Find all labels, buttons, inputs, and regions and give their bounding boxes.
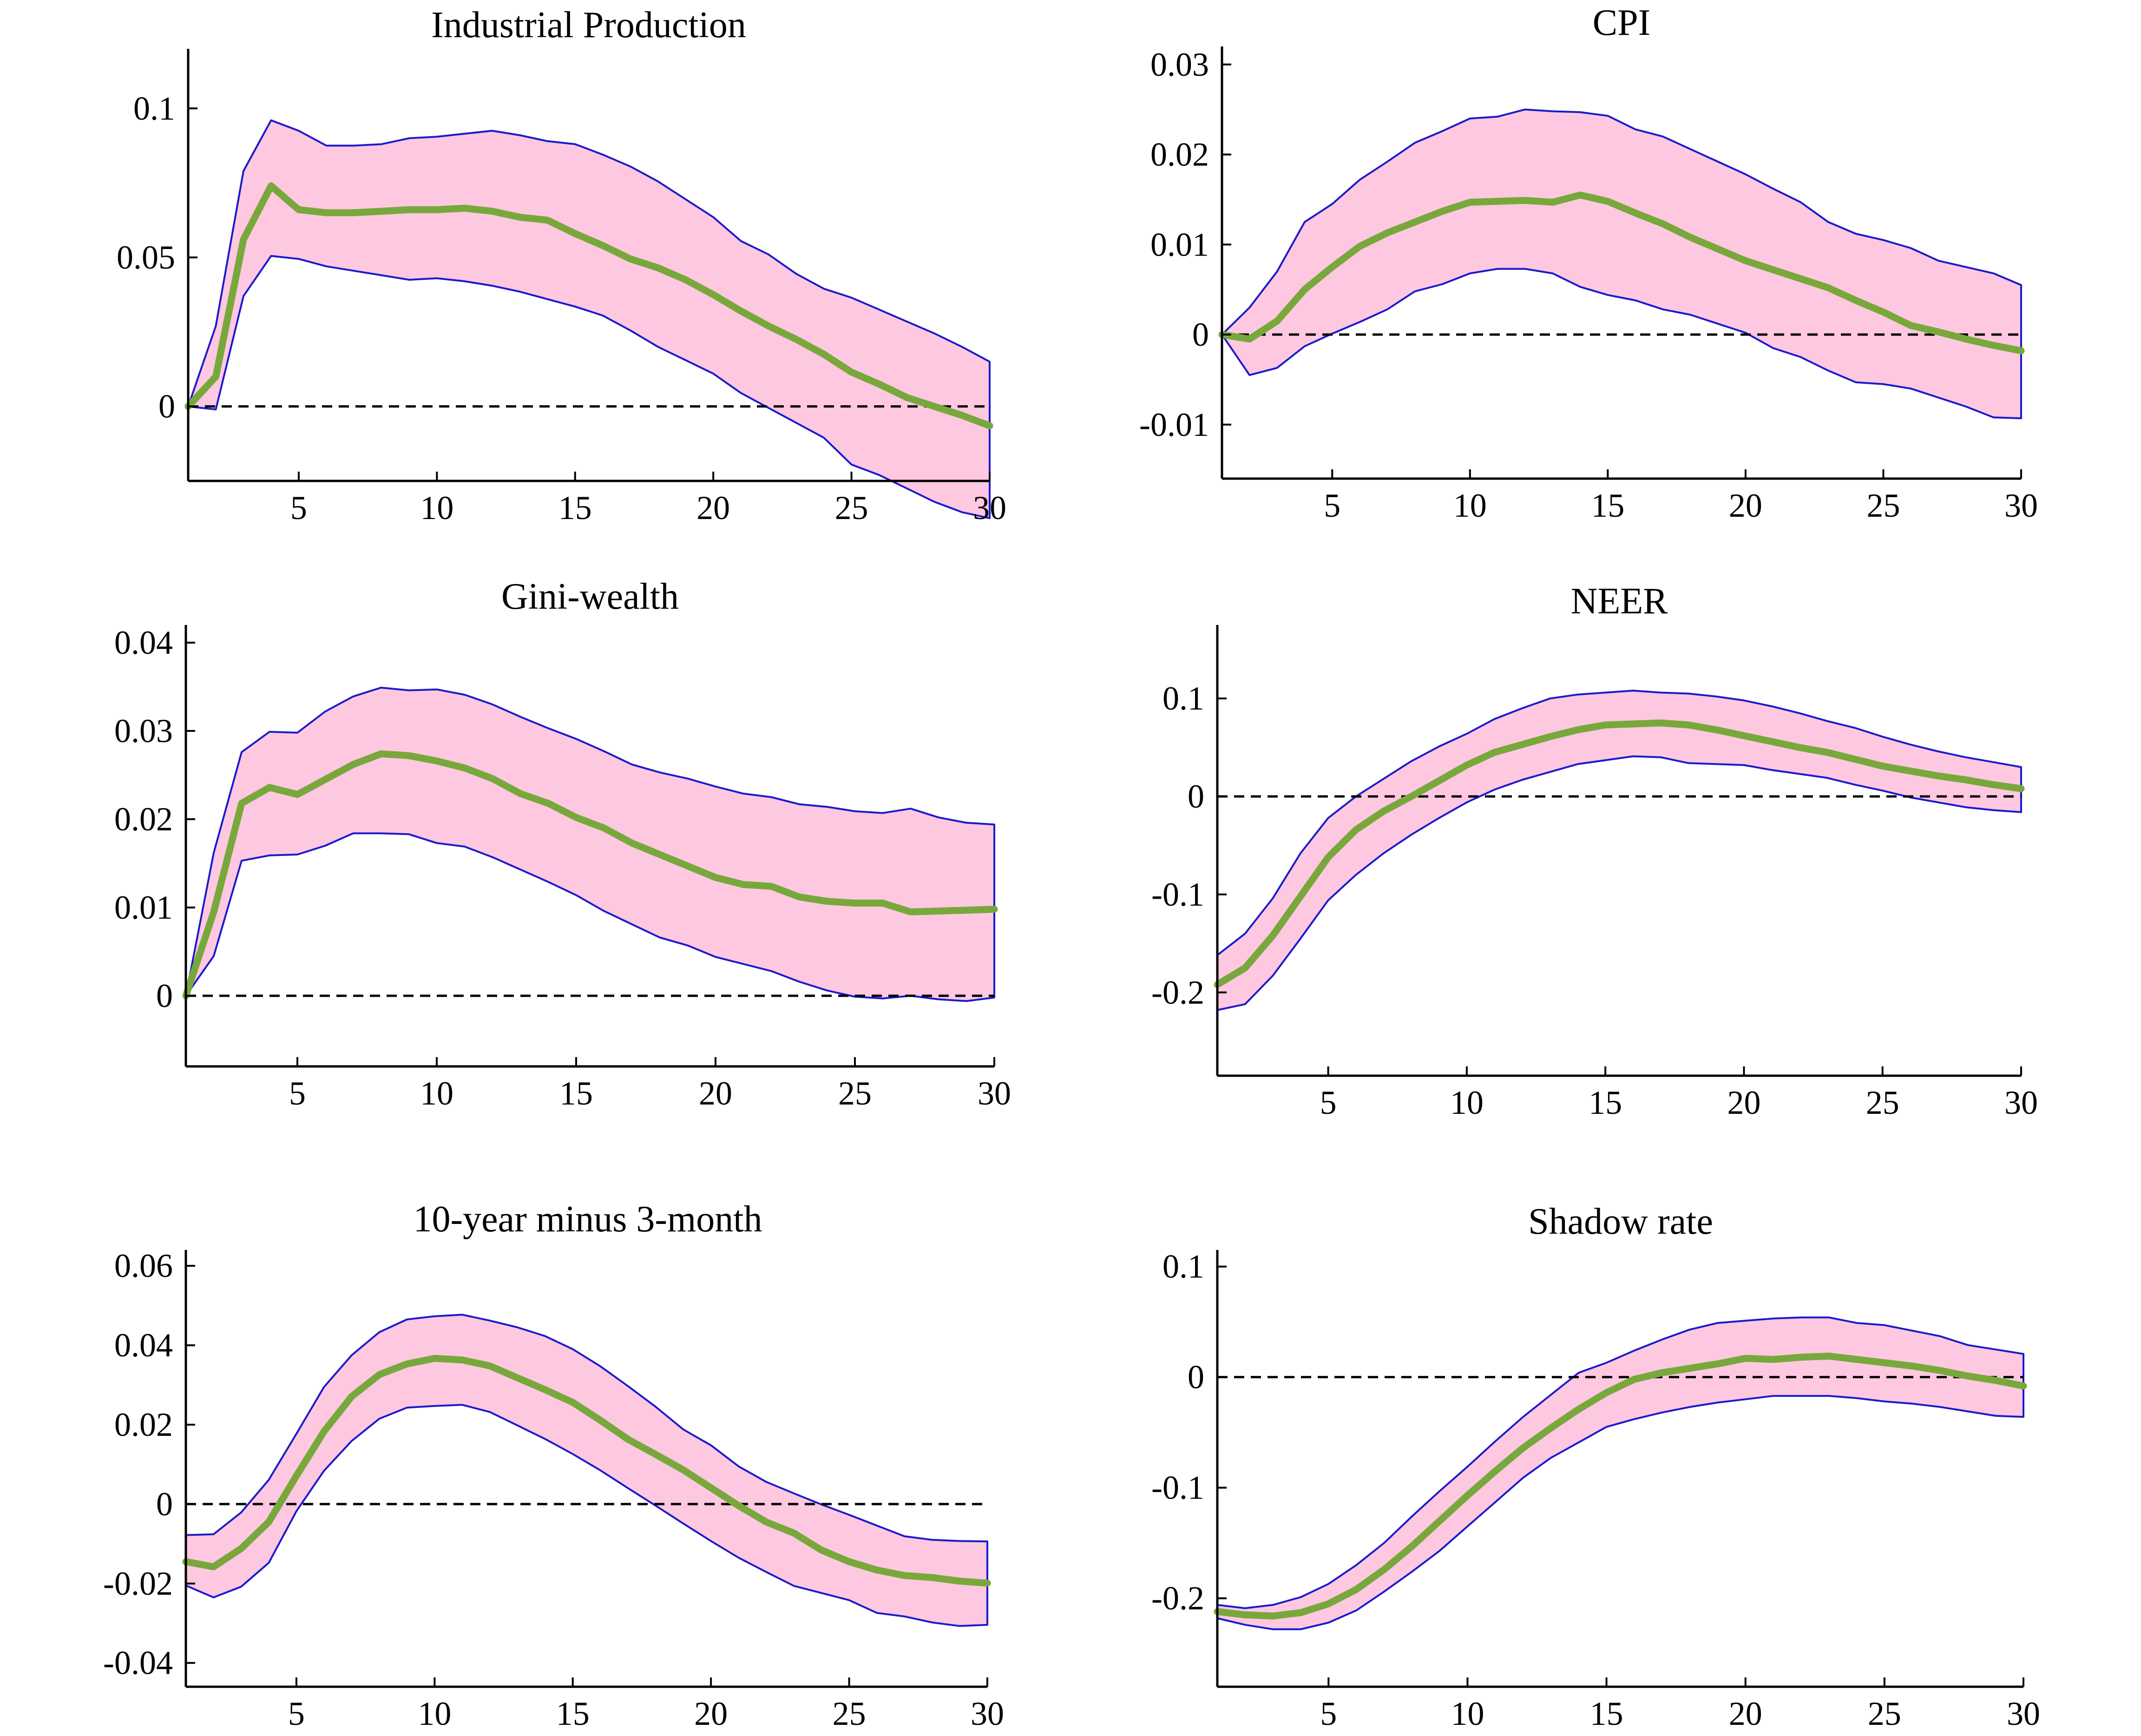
median-response-line: [1214, 719, 2025, 988]
x-tick-label: 25: [835, 489, 868, 526]
x-tick-label: 30: [2004, 1084, 2038, 1121]
panel-title: Gini-wealth: [501, 576, 679, 617]
confidence-band: [1216, 690, 2022, 1011]
panel-title: CPI: [1593, 2, 1651, 43]
median-response-line: [184, 182, 993, 429]
x-tick-label: 5: [289, 1075, 306, 1112]
confidence-band: [187, 119, 991, 519]
panel-industrial-production: Industrial Production 5 10 15 20 25 30 0 0.05 0.…: [117, 5, 1006, 526]
x-tick-label: 15: [1591, 487, 1624, 524]
x-tick-label: 20: [699, 1075, 732, 1112]
y-tick-label: 0.02: [114, 801, 173, 838]
panel-title: Shadow rate: [1528, 1201, 1713, 1242]
x-tick-label: 5: [290, 489, 307, 526]
x-tick-label: 30: [2007, 1695, 2040, 1732]
x-tick-label: 10: [418, 1695, 451, 1732]
x-tick-label: 25: [838, 1075, 872, 1112]
x-tick-label: 15: [559, 1075, 593, 1112]
x-tick-label: 5: [1320, 1695, 1337, 1732]
y-tick-label: -0.1: [1151, 1469, 1204, 1506]
median-response-line: [1218, 191, 2025, 355]
y-tick-label: -0.2: [1151, 974, 1204, 1011]
x-tick-label: 15: [558, 489, 592, 526]
x-tick-label: 30: [971, 1695, 1004, 1732]
x-tick-label: 25: [1866, 487, 1900, 524]
y-tick-label: 0.01: [1150, 226, 1209, 263]
y-tick-label: -0.1: [1151, 876, 1204, 913]
y-tick-label: -0.2: [1151, 1580, 1204, 1617]
panel-gini-wealth: Gini-wealth 5 10 15 20 25 30 0 0.01 0.02 0.03 0.04: [114, 576, 1011, 1112]
x-tick-label: 20: [1729, 487, 1762, 524]
y-tick-label: 0: [156, 977, 173, 1014]
median-response-line: [1214, 1353, 2027, 1620]
x-tick-label: 20: [1727, 1084, 1760, 1121]
x-tick-label: 10: [420, 1075, 453, 1112]
y-tick-label: 0.02: [114, 1406, 173, 1443]
y-tick-label: 0.05: [117, 239, 175, 276]
panel-ten-year-minus-three-month: 10-year minus 3-month 5 10 15 20 25 30 -0.04 -0…: [103, 1199, 1004, 1732]
y-tick-label: 0.1: [1162, 680, 1204, 717]
x-tick-label: 30: [973, 489, 1006, 526]
median-response-line: [182, 750, 998, 1000]
y-tick-label: 0.06: [114, 1247, 173, 1284]
x-tick-label: 15: [1589, 1084, 1622, 1121]
x-tick-label: 20: [1729, 1695, 1762, 1732]
y-tick-label: 0: [1192, 316, 1209, 353]
y-tick-label: -0.02: [103, 1565, 173, 1602]
y-tick-label: 0.04: [114, 624, 173, 661]
y-tick-label: 0.1: [133, 90, 175, 127]
confidence-band: [185, 1314, 988, 1627]
panel-cpi: CPI 5 10 15 20 25 30 -0.01 0 0.01 0.02 0.03: [1139, 2, 2038, 524]
x-tick-label: 10: [1450, 1084, 1484, 1121]
y-tick-label: -0.01: [1139, 406, 1209, 443]
x-tick-label: 30: [978, 1075, 1011, 1112]
x-tick-label: 5: [1320, 1084, 1337, 1121]
y-tick-label: 0: [156, 1486, 173, 1523]
panel-title: 10-year minus 3-month: [414, 1199, 762, 1240]
x-tick-label: 5: [1324, 487, 1340, 524]
y-tick-label: 0: [1188, 778, 1204, 815]
y-tick-label: 0: [158, 388, 175, 425]
y-tick-label: 0.04: [114, 1327, 173, 1364]
x-tick-label: 25: [1868, 1695, 1901, 1732]
panel-neer: NEER 5 10 15 20 25 30 -0.2 -0.1 0 0.1: [1151, 581, 2038, 1121]
y-tick-label: 0.02: [1150, 136, 1209, 173]
x-tick-label: 5: [288, 1695, 305, 1732]
y-tick-label: 0.1: [1162, 1248, 1204, 1285]
x-tick-label: 30: [2004, 487, 2038, 524]
x-tick-label: 15: [1590, 1695, 1623, 1732]
y-tick-label: -0.04: [103, 1644, 173, 1682]
confidence-band: [1216, 1316, 2024, 1631]
y-tick-label: 0.03: [1150, 46, 1209, 83]
x-tick-label: 10: [420, 489, 453, 526]
x-tick-label: 25: [833, 1695, 866, 1732]
x-tick-label: 25: [1866, 1084, 1899, 1121]
x-tick-label: 20: [696, 489, 730, 526]
panel-title: NEER: [1571, 581, 1668, 622]
y-tick-label: 0.03: [114, 712, 173, 750]
median-response-line: [182, 1355, 991, 1587]
x-tick-label: 10: [1453, 487, 1487, 524]
x-tick-label: 20: [694, 1695, 728, 1732]
panel-shadow-rate: Shadow rate 5 10 15 20 25 30 -0.2 -0.1 0 0.1: [1151, 1201, 2040, 1732]
y-tick-label: 0: [1188, 1359, 1204, 1396]
panel-title: Industrial Production: [431, 5, 746, 46]
x-tick-label: 10: [1451, 1695, 1484, 1732]
y-tick-label: 0.01: [114, 889, 173, 926]
x-tick-label: 15: [556, 1695, 590, 1732]
